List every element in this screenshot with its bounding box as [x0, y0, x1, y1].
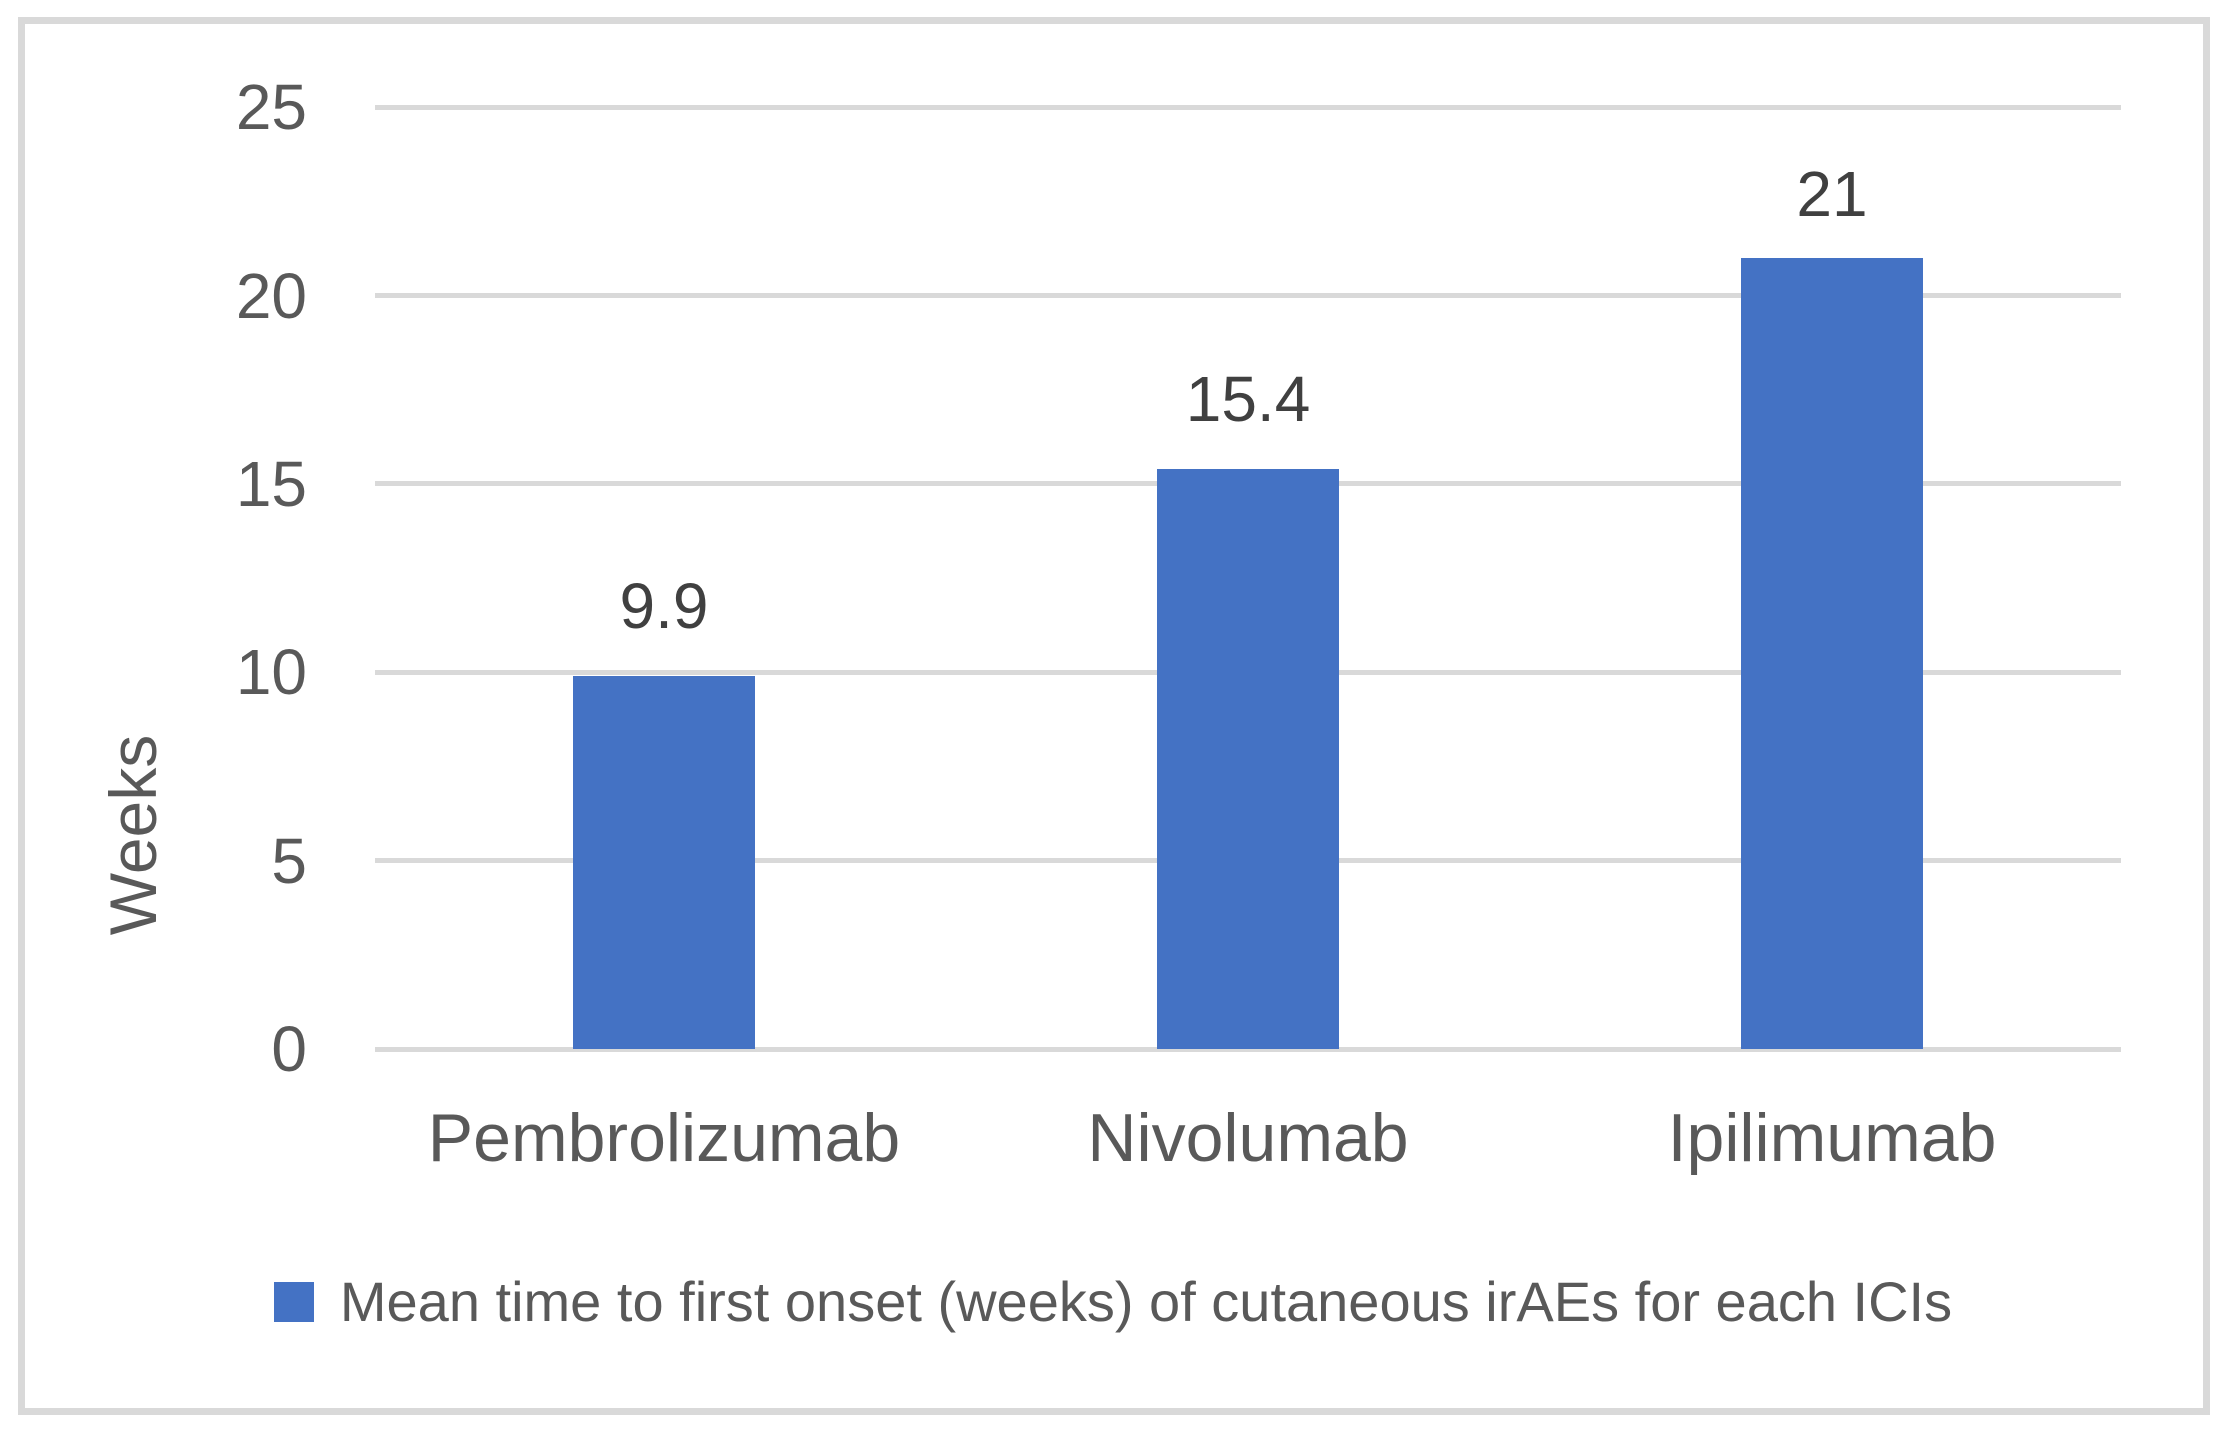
legend-label: Mean time to first onset (weeks) of cuta…: [339, 1270, 1953, 1333]
bar-pembrolizumab: [573, 676, 755, 1049]
bar-nivolumab: [1157, 469, 1339, 1049]
legend: Mean time to first onset (weeks) of cuta…: [0, 1272, 2226, 1332]
category-label-ipilimumab: Ipilimumab: [1667, 1100, 1997, 1176]
ytick-5: 5: [271, 825, 307, 897]
ytick-0: 0: [271, 1013, 307, 1085]
data-label-ipilimumab: 21: [1796, 158, 1868, 230]
gridline-0: [375, 1047, 2121, 1052]
bar-ipilimumab: [1741, 258, 1923, 1049]
category-label-pembrolizumab: Pembrolizumab: [427, 1100, 901, 1176]
category-label-nivolumab: Nivolumab: [1087, 1100, 1409, 1176]
ytick-25: 25: [235, 71, 307, 143]
ytick-10: 10: [235, 636, 307, 708]
ytick-15: 15: [235, 448, 307, 520]
y-axis-title: Weeks: [96, 734, 170, 936]
legend-swatch-icon: [273, 1282, 314, 1322]
gridline-25: [375, 105, 2121, 110]
data-label-nivolumab: 15.4: [1185, 363, 1311, 435]
gridline-20: [375, 293, 2121, 298]
ytick-20: 20: [235, 260, 307, 332]
data-label-pembrolizumab: 9.9: [619, 570, 709, 642]
